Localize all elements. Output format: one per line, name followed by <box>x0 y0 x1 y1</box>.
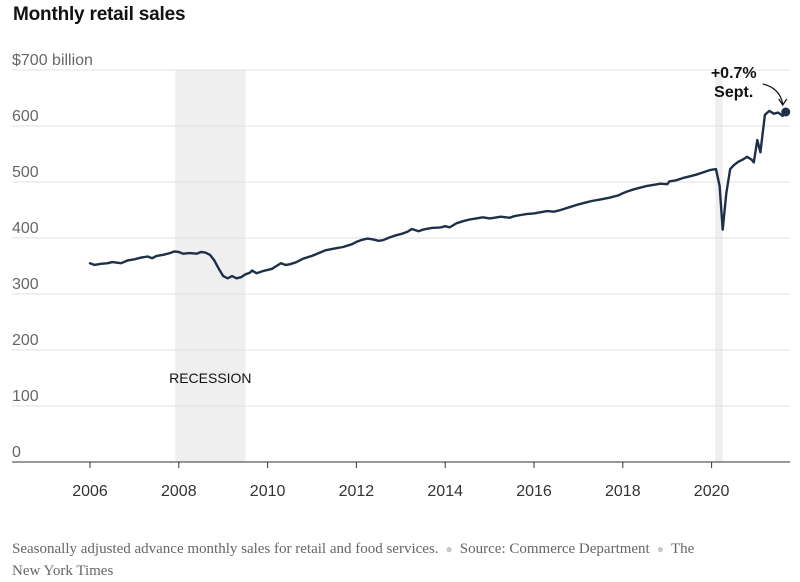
x-tick-label: 2008 <box>161 483 197 500</box>
annotation-month: Sept. <box>714 84 753 101</box>
x-tick-label: 2018 <box>605 483 641 500</box>
y-tick-label: 400 <box>12 220 39 237</box>
x-tick-label: 2012 <box>339 483 375 500</box>
latest-point-marker <box>781 107 791 117</box>
recession-band <box>715 70 723 462</box>
retail-sales-line <box>88 109 787 280</box>
footer-description: Seasonally adjusted advance monthly sale… <box>12 541 439 557</box>
y-tick-label: 100 <box>12 388 39 405</box>
chart-footer: Seasonally adjusted advance monthly sale… <box>12 538 712 582</box>
y-tick-label: 500 <box>12 164 39 181</box>
x-tick-label: 2016 <box>516 483 552 500</box>
recession-label: RECESSION <box>169 370 251 386</box>
annotation-arrowhead <box>778 98 788 107</box>
x-tick-label: 2010 <box>250 483 286 500</box>
y-tick-label: 600 <box>12 108 39 125</box>
separator-dot: ● <box>445 542 453 556</box>
line-chart: RECESSION 0 100 200 300 400 500 600 $700 billio… <box>12 52 791 500</box>
y-tick-label: 0 <box>12 444 21 461</box>
recession-band <box>175 70 246 462</box>
x-tick-label: 2020 <box>694 483 730 500</box>
footer-credit: The New York Times <box>12 541 695 579</box>
y-tick-label: $700 billion <box>12 52 93 69</box>
annotation-change: +0.7% <box>711 65 757 82</box>
separator-dot: ● <box>656 542 664 556</box>
x-tick-label: 2014 <box>427 483 463 500</box>
y-tick-label: 200 <box>12 332 39 349</box>
y-tick-label: 300 <box>12 276 39 293</box>
chart-title: Monthly retail sales <box>13 4 186 25</box>
footer-source: Source: Commerce Department <box>459 541 650 557</box>
x-tick-label: 2006 <box>72 483 108 500</box>
annotation-arrow <box>762 83 784 105</box>
